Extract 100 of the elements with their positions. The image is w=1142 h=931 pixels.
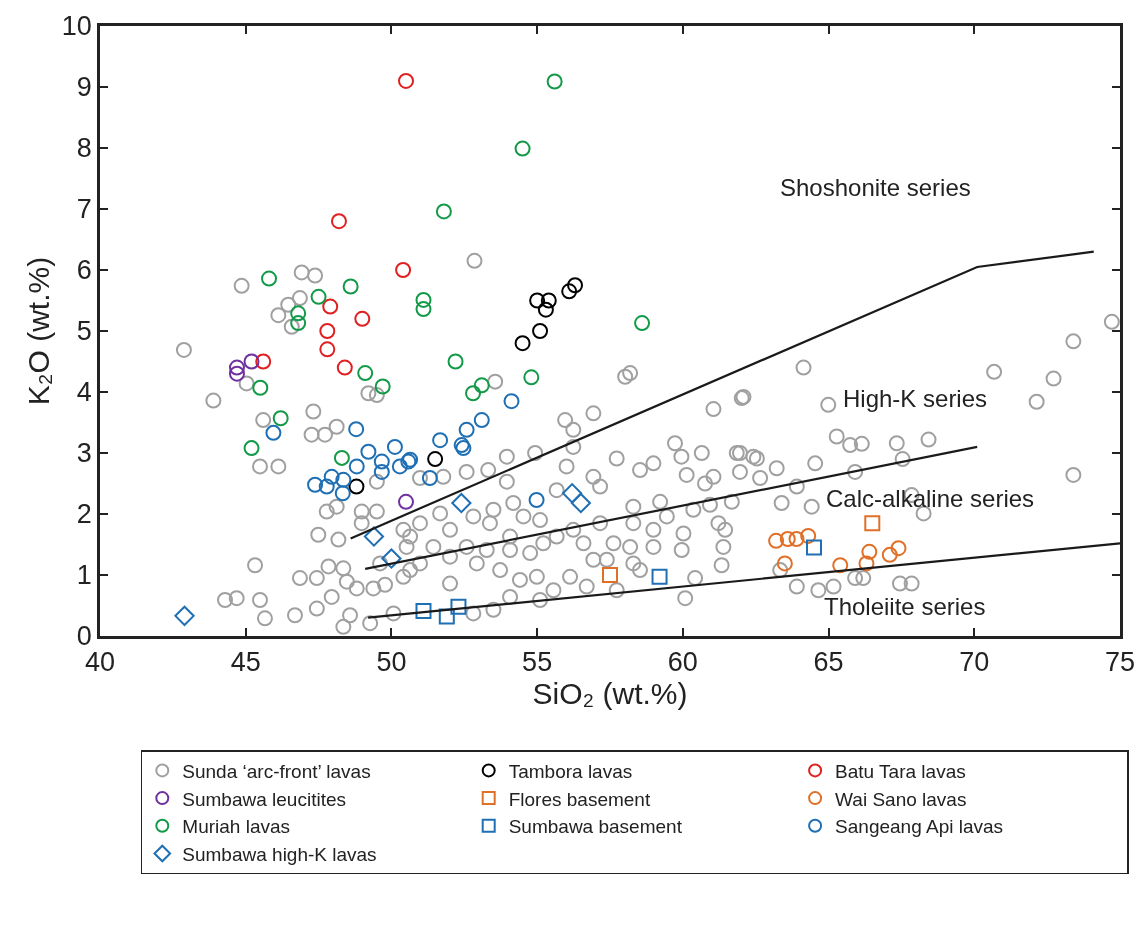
point: [228, 359, 245, 376]
x-tick-label: 70: [959, 647, 990, 678]
point: [398, 72, 414, 89]
y-tick-label: 10: [61, 11, 92, 42]
point: [319, 341, 336, 358]
x-tick-label: 50: [376, 647, 407, 678]
point: [806, 539, 822, 556]
point: [265, 424, 282, 441]
point: [779, 531, 796, 547]
point: [310, 288, 327, 305]
point: [391, 458, 408, 475]
point: [427, 451, 444, 468]
y-tick-label: 6: [76, 255, 92, 286]
x-axis-title: SiO₂ (wt.%): [532, 677, 688, 711]
legend-label: Sunda ‘arc-front’ lavas: [182, 760, 371, 782]
legend-label: Tambora lavas: [508, 760, 633, 782]
annotation: Shoshonite series: [780, 174, 971, 201]
point: [290, 305, 307, 322]
x-tick-label: 75: [1104, 647, 1136, 678]
legend-label: Flores basement: [508, 788, 651, 810]
point: [322, 298, 339, 315]
y-tick-label: 2: [76, 499, 92, 530]
legend-label: Batu Tara lavas: [835, 760, 966, 782]
y-tick-label: 8: [76, 133, 92, 164]
point: [348, 478, 365, 495]
point: [570, 492, 591, 514]
point: [421, 470, 438, 486]
point: [651, 568, 668, 585]
x-tick-label: 45: [230, 647, 261, 678]
point: [319, 323, 336, 339]
point: [348, 421, 365, 438]
point: [832, 557, 849, 574]
point: [255, 353, 272, 370]
point: [335, 471, 352, 488]
point: [800, 527, 817, 544]
point: [451, 492, 472, 514]
point: [261, 270, 278, 287]
point: [447, 353, 464, 370]
point: [528, 491, 545, 508]
point: [546, 73, 563, 90]
point: [323, 468, 340, 485]
point: [602, 567, 618, 583]
point: [334, 485, 351, 502]
x-tick-label: 65: [813, 647, 844, 678]
point: [473, 412, 490, 429]
y-tick-label: 3: [76, 438, 92, 469]
legend-label: Muriah lavas: [182, 816, 291, 838]
point: [360, 443, 377, 460]
y-tick-label: 9: [76, 72, 92, 103]
point: [348, 458, 365, 475]
legend-label: Sumbawa high-K lavas: [182, 843, 377, 865]
point: [373, 453, 390, 470]
point: [342, 278, 359, 295]
point: [529, 292, 546, 309]
point: [532, 323, 549, 339]
point: [386, 438, 403, 455]
point: [415, 291, 432, 308]
y-tick-label: 1: [76, 560, 92, 591]
point: [243, 440, 260, 457]
point: [354, 310, 371, 327]
y-tick-label: 5: [76, 316, 92, 347]
point: [768, 532, 785, 549]
point: [465, 385, 482, 402]
point: [458, 421, 475, 438]
y-axis-title: K₂O (wt.%): [21, 256, 55, 406]
point: [330, 213, 347, 230]
point: [228, 365, 245, 382]
point: [174, 605, 195, 626]
legend-label: Sumbawa leucitites: [182, 788, 346, 810]
point: [890, 540, 907, 557]
point: [537, 301, 554, 318]
point: [432, 432, 449, 449]
point: [290, 315, 307, 332]
point: [357, 365, 374, 382]
point: [336, 359, 353, 376]
point: [373, 463, 390, 480]
legend-label: Sangeang Api lavas: [835, 816, 1004, 838]
legend-label: Wai Sano lavas: [835, 788, 967, 810]
point: [567, 277, 584, 294]
point: [514, 140, 531, 157]
point: [514, 335, 531, 352]
x-tick-label: 55: [522, 647, 553, 678]
point: [435, 203, 452, 220]
point: [415, 602, 432, 619]
x-tick-label: 60: [667, 647, 698, 678]
point: [450, 598, 467, 615]
point: [363, 526, 385, 547]
point: [881, 546, 898, 563]
point: [374, 378, 391, 395]
legend-label: Sumbawa basement: [508, 816, 683, 838]
annotation: Tholeiite series: [824, 593, 986, 620]
point: [243, 353, 260, 370]
point: [561, 283, 578, 300]
point: [438, 608, 455, 625]
point: [473, 377, 490, 394]
point: [398, 493, 414, 510]
point: [333, 449, 350, 466]
point: [395, 262, 412, 278]
point: [540, 292, 557, 309]
point: [318, 478, 335, 495]
